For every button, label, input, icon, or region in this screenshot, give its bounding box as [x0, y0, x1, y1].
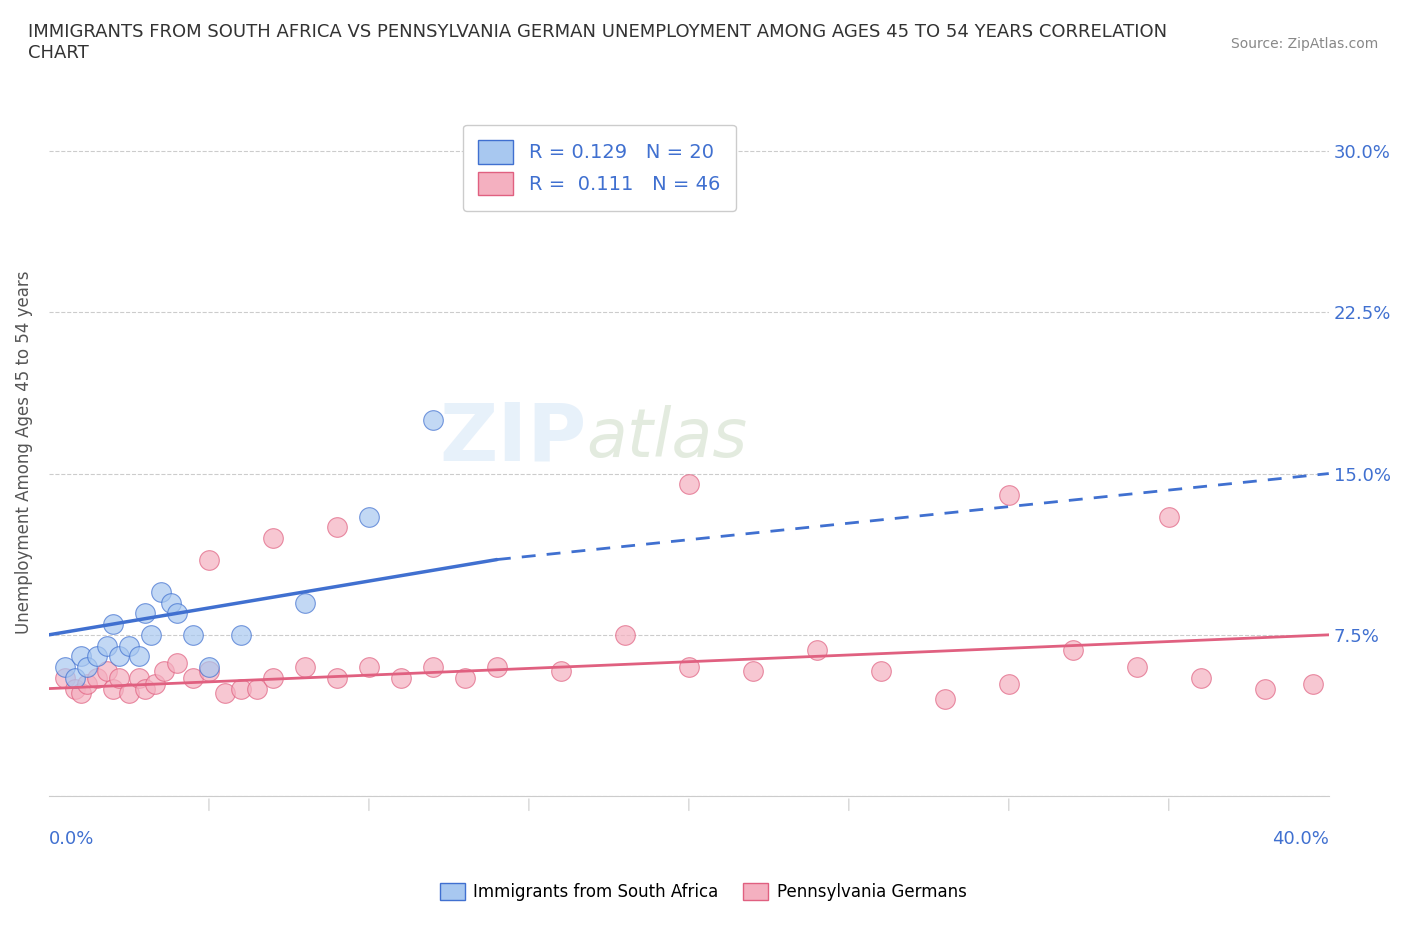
Point [166, 605, 188, 620]
Point [869, 664, 891, 679]
Point [166, 656, 188, 671]
Point [134, 681, 156, 696]
Point [1302, 677, 1324, 692]
Point [229, 628, 252, 643]
Text: 0.0%: 0.0% [49, 830, 94, 848]
Point [53, 659, 76, 674]
Point [246, 681, 269, 696]
Point [485, 659, 508, 674]
Legend: R = 0.129   N = 20, R =  0.111   N = 46: R = 0.129 N = 20, R = 0.111 N = 46 [463, 125, 735, 211]
Point [422, 659, 444, 674]
Point [678, 477, 700, 492]
Point [357, 659, 380, 674]
Point [1189, 671, 1212, 685]
Point [86, 671, 108, 685]
Text: Source: ZipAtlas.com: Source: ZipAtlas.com [1230, 37, 1378, 51]
Point [96, 638, 118, 653]
Point [229, 681, 252, 696]
Point [153, 664, 176, 679]
Point [70, 685, 93, 700]
Point [128, 649, 150, 664]
Point [159, 595, 181, 610]
Point [198, 552, 221, 567]
Point [101, 617, 124, 631]
Point [181, 628, 204, 643]
Point [128, 671, 150, 685]
Point [294, 659, 316, 674]
Point [1157, 509, 1180, 524]
Point [181, 671, 204, 685]
Point [806, 643, 828, 658]
Text: 40.0%: 40.0% [1272, 830, 1329, 848]
Point [998, 677, 1021, 692]
Point [63, 681, 86, 696]
Point [70, 649, 93, 664]
Point [96, 664, 118, 679]
Point [53, 671, 76, 685]
Point [1126, 659, 1149, 674]
Point [118, 685, 141, 700]
Y-axis label: Unemployment Among Ages 45 to 54 years: Unemployment Among Ages 45 to 54 years [15, 271, 32, 634]
Text: IMMIGRANTS FROM SOUTH AFRICA VS PENNSYLVANIA GERMAN UNEMPLOYMENT AMONG AGES 45 T: IMMIGRANTS FROM SOUTH AFRICA VS PENNSYLV… [28, 23, 1167, 62]
Point [454, 671, 477, 685]
Point [108, 671, 131, 685]
Point [326, 520, 349, 535]
Point [63, 671, 86, 685]
Point [214, 685, 236, 700]
Point [998, 487, 1021, 502]
Point [678, 659, 700, 674]
Point [198, 659, 221, 674]
Text: ZIP: ZIP [439, 399, 586, 477]
Point [108, 649, 131, 664]
Point [326, 671, 349, 685]
Text: atlas: atlas [586, 405, 748, 472]
Point [262, 671, 284, 685]
Point [934, 692, 956, 707]
Point [422, 412, 444, 427]
Legend: Immigrants from South Africa, Pennsylvania Germans: Immigrants from South Africa, Pennsylvan… [433, 876, 973, 908]
Point [134, 605, 156, 620]
Point [262, 531, 284, 546]
Point [86, 649, 108, 664]
Point [1254, 681, 1277, 696]
Point [143, 677, 166, 692]
Point [613, 628, 636, 643]
Point [149, 584, 172, 599]
Point [1062, 643, 1084, 658]
Point [76, 677, 98, 692]
Point [550, 664, 572, 679]
Point [76, 659, 98, 674]
Point [198, 664, 221, 679]
Point [118, 638, 141, 653]
Point [141, 628, 163, 643]
Point [357, 509, 380, 524]
Point [294, 595, 316, 610]
Point [101, 681, 124, 696]
Point [741, 664, 763, 679]
Point [389, 671, 412, 685]
